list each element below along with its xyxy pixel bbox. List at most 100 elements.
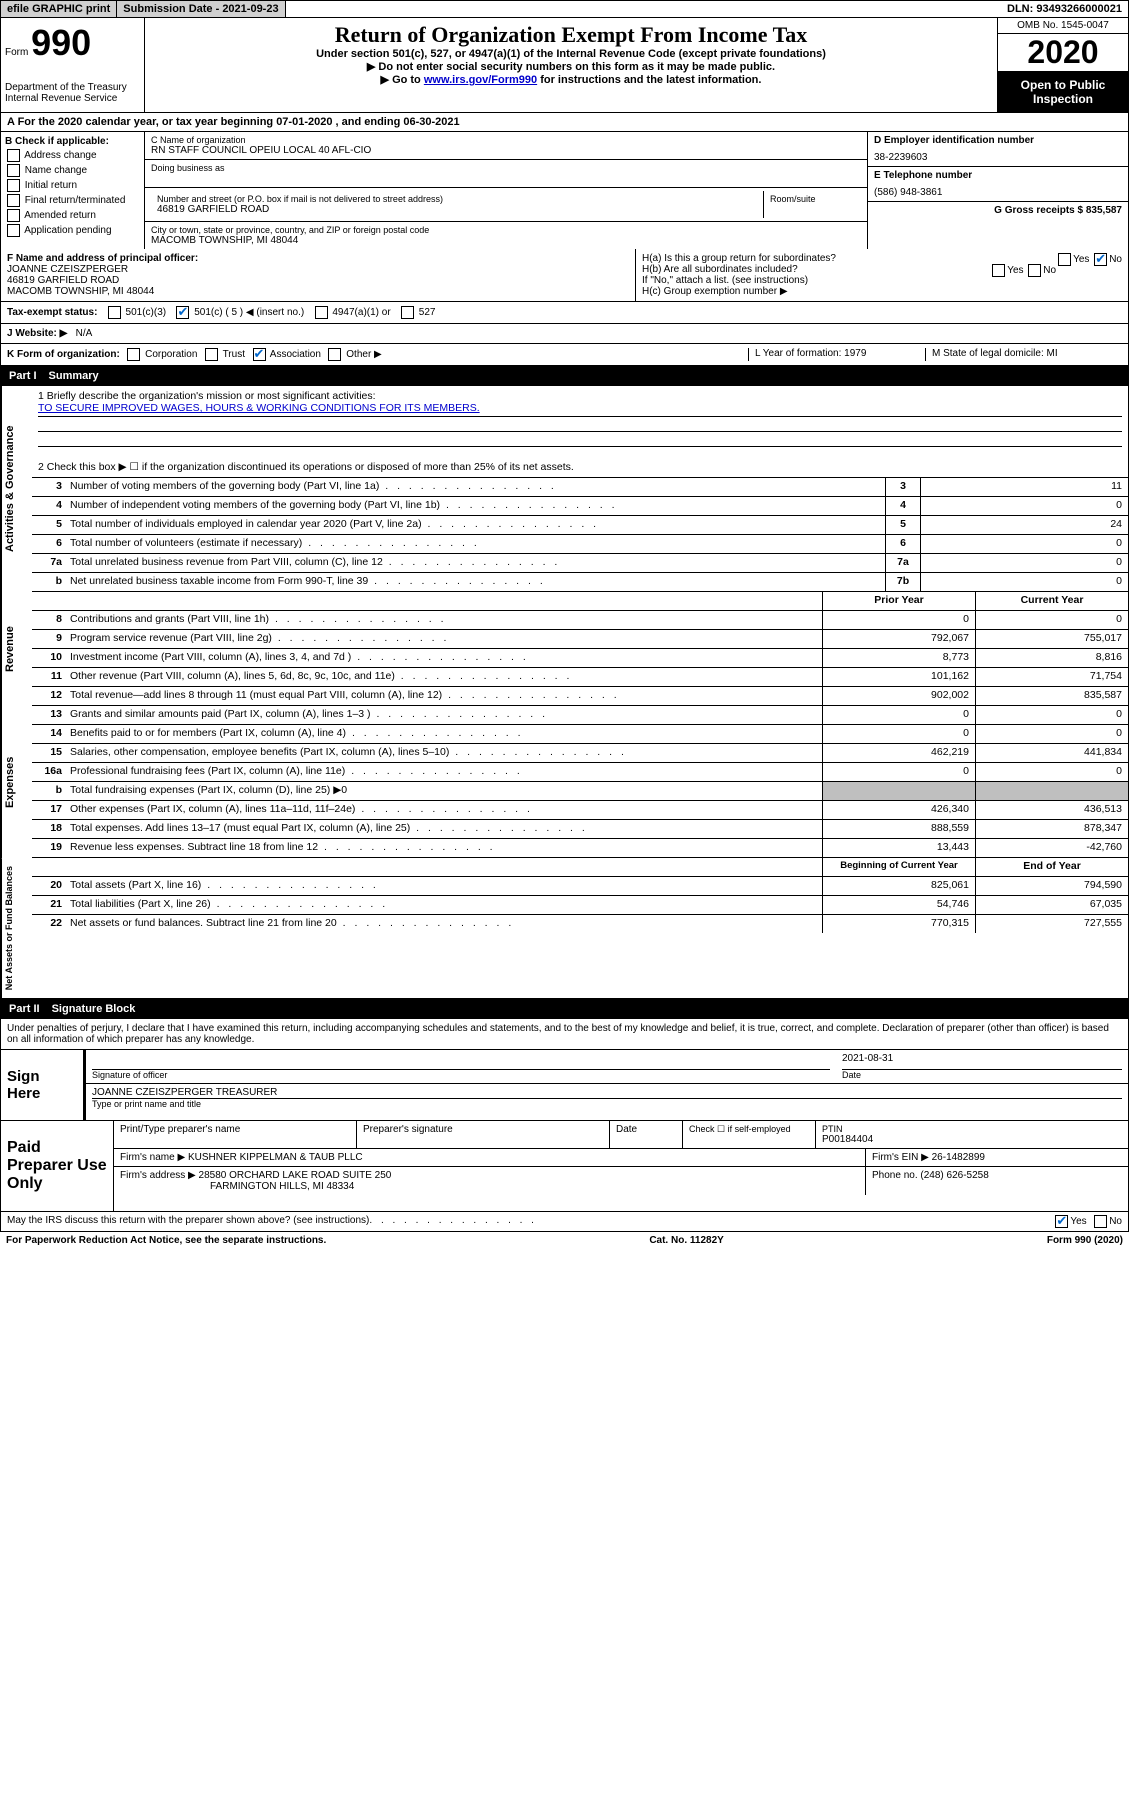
- phone: (586) 948-3861: [874, 187, 1122, 198]
- part-2-header: Part II Signature Block: [0, 999, 1129, 1019]
- row-val: 24: [920, 516, 1128, 534]
- column-d: D Employer identification number 38-2239…: [867, 132, 1128, 249]
- row-eoy: 727,555: [975, 915, 1128, 933]
- lbl-app-pending: Application pending: [24, 225, 111, 236]
- row-prior: 0: [822, 763, 975, 781]
- chk-501c3[interactable]: [108, 306, 121, 319]
- open-public: Open to Public Inspection: [998, 72, 1128, 112]
- vert-revenue: Revenue: [1, 592, 32, 706]
- website-val: N/A: [76, 328, 93, 339]
- paid-preparer-label: Paid Preparer Use Only: [1, 1121, 114, 1211]
- chk-hb-yes[interactable]: [992, 264, 1005, 277]
- chk-ha-no[interactable]: [1094, 253, 1107, 266]
- chk-trust[interactable]: [205, 348, 218, 361]
- row-num: 3: [32, 478, 66, 496]
- chk-other[interactable]: [328, 348, 341, 361]
- chk-ha-yes[interactable]: [1058, 253, 1071, 266]
- discuss-text: May the IRS discuss this return with the…: [7, 1215, 369, 1228]
- chk-501c[interactable]: [176, 306, 189, 319]
- row-desc: Number of voting members of the governin…: [66, 478, 885, 496]
- row-val: 0: [920, 573, 1128, 591]
- lbl-yes: Yes: [1073, 254, 1089, 265]
- dept-treasury: Department of the Treasury Internal Reve…: [5, 82, 140, 104]
- lbl-501c: 501(c) ( 5 ) ◀ (insert no.): [194, 307, 304, 318]
- row-desc: Total expenses. Add lines 13–17 (must eq…: [66, 820, 822, 838]
- row-ref: 7b: [885, 573, 920, 591]
- efile-button[interactable]: efile GRAPHIC print: [1, 1, 117, 17]
- lbl-dno: No: [1109, 1216, 1122, 1227]
- chk-discuss-no[interactable]: [1094, 1215, 1107, 1228]
- top-bar: efile GRAPHIC print Submission Date - 20…: [0, 0, 1129, 18]
- row-prior: 101,162: [822, 668, 975, 686]
- row-current: 8,816: [975, 649, 1128, 667]
- row-num: 7a: [32, 554, 66, 572]
- row-ref: 4: [885, 497, 920, 515]
- prep-date-h: Date: [610, 1121, 683, 1148]
- row-num: 10: [32, 649, 66, 667]
- firm-name-label: Firm's name ▶: [120, 1152, 185, 1163]
- row-num: 8: [32, 611, 66, 629]
- chk-hb-no[interactable]: [1028, 264, 1041, 277]
- row-current: 71,754: [975, 668, 1128, 686]
- sign-here-label: Sign Here: [1, 1050, 86, 1120]
- chk-assoc[interactable]: [253, 348, 266, 361]
- chk-527[interactable]: [401, 306, 414, 319]
- lbl-corp: Corporation: [145, 349, 197, 360]
- part2-num: Part II: [9, 1003, 40, 1015]
- chk-discuss-yes[interactable]: [1055, 1215, 1068, 1228]
- row-prior: 0: [822, 725, 975, 743]
- part2-title: Signature Block: [52, 1003, 136, 1015]
- row-current: 0: [975, 725, 1128, 743]
- row-prior: [822, 782, 975, 800]
- row-current: 878,347: [975, 820, 1128, 838]
- submission-date: Submission Date - 2021-09-23: [117, 1, 285, 17]
- addr: 46819 GARFIELD ROAD: [157, 204, 757, 215]
- form990-link[interactable]: www.irs.gov/Form990: [424, 74, 537, 86]
- row-prior: 13,443: [822, 839, 975, 857]
- row-num: 12: [32, 687, 66, 705]
- row-val: 0: [920, 535, 1128, 553]
- chk-final-return[interactable]: [7, 194, 20, 207]
- lbl-yes2: Yes: [1007, 265, 1023, 276]
- row-val: 0: [920, 554, 1128, 572]
- dba-label: Doing business as: [151, 163, 861, 173]
- chk-amended[interactable]: [7, 209, 20, 222]
- phone-label: E Telephone number: [874, 170, 1122, 181]
- row-desc: Grants and similar amounts paid (Part IX…: [66, 706, 822, 724]
- row-val: 11: [920, 478, 1128, 496]
- row-val: 0: [920, 497, 1128, 515]
- row-desc: Total revenue—add lines 8 through 11 (mu…: [66, 687, 822, 705]
- row-current: 0: [975, 763, 1128, 781]
- chk-app-pending[interactable]: [7, 224, 20, 237]
- row-desc: Total fundraising expenses (Part IX, col…: [66, 782, 822, 800]
- row-desc: Benefits paid to or for members (Part IX…: [66, 725, 822, 743]
- chk-4947[interactable]: [315, 306, 328, 319]
- row-num: 14: [32, 725, 66, 743]
- officer-name: JOANNE CZEISZPERGER TREASURER: [92, 1087, 1122, 1099]
- row-boy: 770,315: [822, 915, 975, 933]
- row-eoy: 67,035: [975, 896, 1128, 914]
- row-num: 19: [32, 839, 66, 857]
- lbl-final-return: Final return/terminated: [25, 195, 126, 206]
- city: MACOMB TOWNSHIP, MI 48044: [151, 235, 861, 246]
- row-prior: 8,773: [822, 649, 975, 667]
- row-current: -42,760: [975, 839, 1128, 857]
- row-num: 20: [32, 877, 66, 895]
- chk-corp[interactable]: [127, 348, 140, 361]
- subtitle-3-pre: ▶ Go to: [381, 74, 424, 86]
- chk-address-change[interactable]: [7, 149, 20, 162]
- row-boy: 825,061: [822, 877, 975, 895]
- chk-name-change[interactable]: [7, 164, 20, 177]
- org-name: RN STAFF COUNCIL OPEIU LOCAL 40 AFL-CIO: [151, 145, 861, 156]
- chk-initial-return[interactable]: [7, 179, 20, 192]
- row-num: b: [32, 573, 66, 591]
- row-eoy: 794,590: [975, 877, 1128, 895]
- lbl-amended: Amended return: [24, 210, 96, 221]
- row-num: 4: [32, 497, 66, 515]
- ein: 38-2239603: [874, 152, 1122, 163]
- gross-receipts: G Gross receipts $ 835,587: [994, 205, 1122, 216]
- cat-no: Cat. No. 11282Y: [649, 1235, 723, 1246]
- officer-name-label: Type or print name and title: [92, 1099, 1122, 1109]
- dln: DLN: 93493266000021: [1001, 1, 1128, 17]
- sig-date: 2021-08-31: [842, 1053, 1122, 1070]
